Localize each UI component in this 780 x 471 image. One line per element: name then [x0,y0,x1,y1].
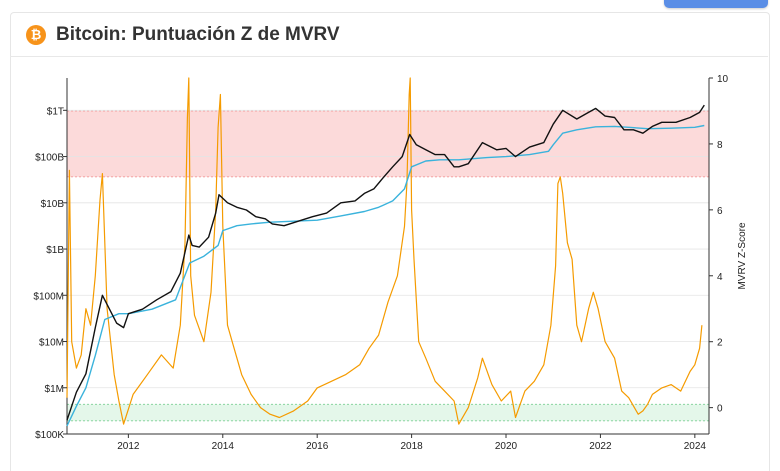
x-tick-label: 2014 [212,441,235,452]
market-cap-line [66,104,705,421]
y-left-tick-label: $10M [39,338,64,349]
x-tick-label: 2022 [589,441,612,452]
bitcoin-icon: ₿ [26,25,46,45]
y-left-tick-label: $100K [35,430,64,441]
connect-button[interactable]: Conectarse [664,0,768,8]
y-left-tick-label: $1M [45,384,64,395]
x-tick-label: 2016 [306,441,329,452]
y-left-tick-label: $10B [41,199,65,210]
y-left-tick-label: $100B [35,153,64,164]
y-left-tick-label: $1T [47,106,64,117]
y-right-tick-label: 10 [717,74,729,85]
y-left-tick-label: $100M [33,291,64,302]
y-left-tick-label: $1B [46,245,64,256]
x-tick-label: 2024 [684,441,707,452]
y-right-axis-label: MVRV Z-Score [737,222,748,289]
chart-header: ₿ Bitcoin: Puntuación Z de MVRV [10,12,768,57]
y-right-tick-label: 6 [717,206,723,217]
y-right-tick-label: 0 [717,404,723,415]
y-right-tick-label: 2 [717,338,723,349]
x-tick-label: 2018 [400,441,423,452]
y-right-tick-label: 4 [717,272,723,283]
x-tick-label: 2012 [117,441,140,452]
realized-cap-line [66,124,705,427]
overvalued-zone [67,110,709,177]
y-right-tick-label: 8 [717,140,723,151]
x-tick-label: 2020 [495,441,518,452]
chart-card [10,12,770,471]
undervalued-zone [67,404,709,421]
page-title: Bitcoin: Puntuación Z de MVRV [56,24,340,45]
zscore-line [66,77,703,425]
